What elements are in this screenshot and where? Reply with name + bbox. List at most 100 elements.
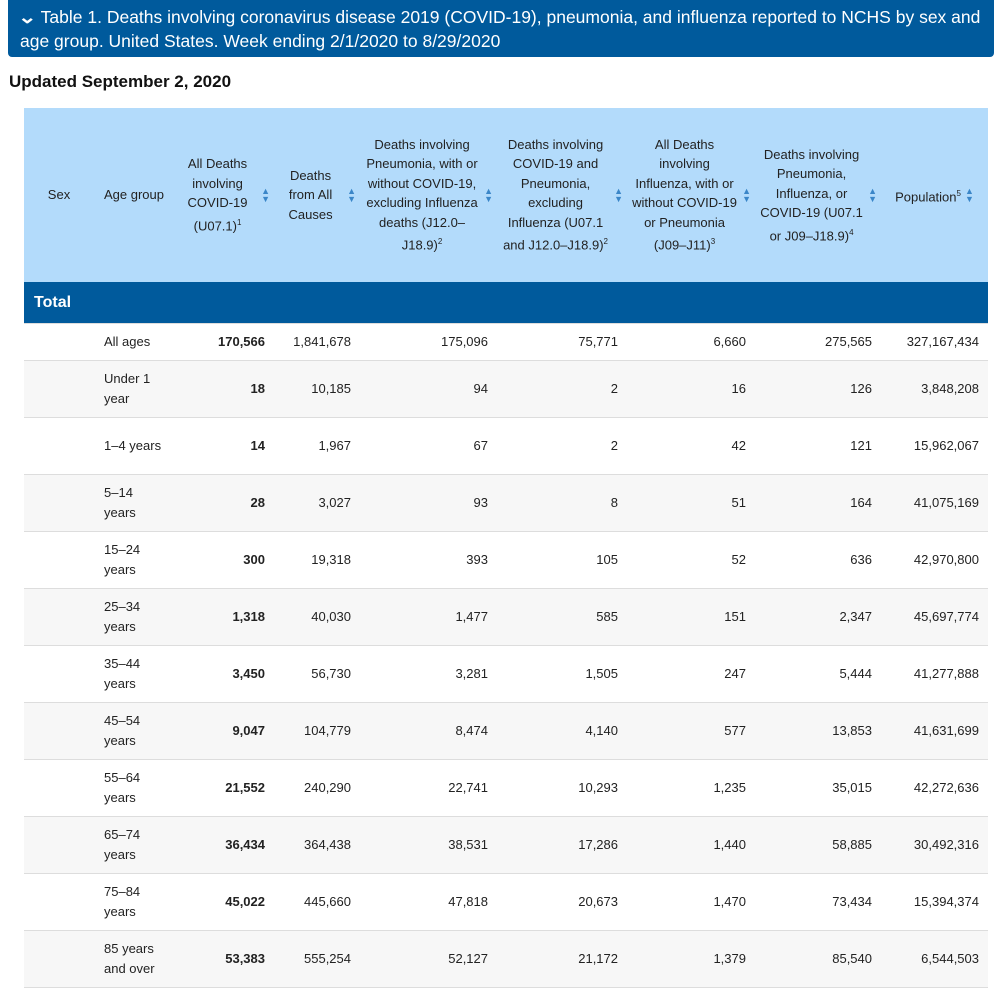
- value-cell: 41,277,888: [881, 645, 988, 703]
- sex-cell: [24, 759, 94, 817]
- value-cell: 45,022: [174, 873, 274, 931]
- sex-cell: [24, 531, 94, 589]
- column-label-text: Sex: [47, 187, 71, 203]
- sort-icon[interactable]: ▲ ▼: [614, 185, 623, 204]
- table-row: All ages 170,566 1,841,678 175,096 75,771 6,6…: [24, 323, 988, 361]
- value-cell: 67: [360, 417, 497, 475]
- age-group-cell: 15–24 years: [94, 531, 174, 589]
- value-cell: 47,818: [360, 873, 497, 931]
- age-group-cell: Under 1 year: [94, 360, 174, 418]
- table-row: 45–54 years 9,047 104,779 8,474 4,140 577 13,8…: [24, 702, 988, 760]
- value-cell: 53,383: [174, 930, 274, 988]
- value-cell: 1,235: [627, 759, 755, 817]
- value-cell: 275,565: [755, 323, 881, 361]
- value-cell: 58,885: [755, 816, 881, 874]
- value-cell: 28: [174, 474, 274, 532]
- column-header-2[interactable]: All Deaths involving COVID-19 (U07.1)1 ▲ ▼: [174, 108, 274, 282]
- value-cell: 15,962,067: [881, 417, 988, 475]
- value-cell: 577: [627, 702, 755, 760]
- table-row: 1–4 years 14 1,967 67 2 42 121 15,962,067: [24, 417, 988, 475]
- chevron-down-icon: ⌄: [17, 7, 37, 27]
- column-header-label: Deaths from All Causes: [278, 166, 343, 225]
- sex-cell: [24, 645, 94, 703]
- value-cell: 30,492,316: [881, 816, 988, 874]
- value-cell: 17,286: [497, 816, 627, 874]
- value-cell: 42: [627, 417, 755, 475]
- value-cell: 170,566: [174, 323, 274, 361]
- value-cell: 3,027: [274, 474, 360, 532]
- value-cell: 52: [627, 531, 755, 589]
- column-header-7[interactable]: Deaths involving Pneumonia, Influenza, o…: [755, 108, 881, 282]
- column-header-5[interactable]: Deaths involving COVID-19 and Pneumonia,…: [497, 108, 627, 282]
- table-row: 35–44 years 3,450 56,730 3,281 1,505 247 5,444…: [24, 645, 988, 703]
- value-cell: 8: [497, 474, 627, 532]
- footnote-marker: 4: [849, 227, 854, 237]
- value-cell: 636: [755, 531, 881, 589]
- sex-cell: [24, 323, 94, 361]
- value-cell: 175,096: [360, 323, 497, 361]
- footnote-marker: 5: [956, 188, 961, 198]
- value-cell: 85,540: [755, 930, 881, 988]
- table-title-toggle[interactable]: ⌄ Table 1. Deaths involving coronavirus d…: [8, 0, 994, 57]
- value-cell: 3,848,208: [881, 360, 988, 418]
- table-row: 85 years and over 53,383 555,254 52,127 21,1…: [24, 930, 988, 988]
- age-group-cell: 45–54 years: [94, 702, 174, 760]
- value-cell: 19,318: [274, 531, 360, 589]
- value-cell: 3,450: [174, 645, 274, 703]
- sort-icon[interactable]: ▲ ▼: [742, 185, 751, 204]
- value-cell: 21,552: [174, 759, 274, 817]
- table-row: Under 1 year 18 10,185 94 2 16 126 3,848,208: [24, 360, 988, 418]
- section-label: Total: [24, 282, 988, 324]
- value-cell: 22,741: [360, 759, 497, 817]
- sort-icon[interactable]: ▲ ▼: [868, 185, 877, 204]
- value-cell: 300: [174, 531, 274, 589]
- value-cell: 105: [497, 531, 627, 589]
- sort-icon[interactable]: ▲ ▼: [261, 185, 270, 204]
- column-label-text: Deaths involving Pneumonia, with or with…: [366, 136, 478, 253]
- column-label-text: All Deaths involving Influenza, with or …: [632, 136, 737, 253]
- value-cell: 2: [497, 360, 627, 418]
- value-cell: 41,075,169: [881, 474, 988, 532]
- sort-icon[interactable]: ▲ ▼: [484, 185, 493, 204]
- value-cell: 1,505: [497, 645, 627, 703]
- sort-icon[interactable]: ▲ ▼: [964, 185, 974, 204]
- table-row: 5–14 years 28 3,027 93 8 51 164 41,075,169: [24, 474, 988, 532]
- value-cell: 121: [755, 417, 881, 475]
- value-cell: 364,438: [274, 816, 360, 874]
- column-header-6[interactable]: All Deaths involving Influenza, with or …: [627, 108, 755, 282]
- value-cell: 13,853: [755, 702, 881, 760]
- header-row: Sex Age group All Deaths involving COVID-1…: [24, 108, 988, 282]
- column-header-8[interactable]: Population5 ▲ ▼: [881, 108, 988, 282]
- value-cell: 164: [755, 474, 881, 532]
- table-row: 75–84 years 45,022 445,660 47,818 20,673 1,47…: [24, 873, 988, 931]
- value-cell: 1,477: [360, 588, 497, 646]
- value-cell: 93: [360, 474, 497, 532]
- column-label-text: Age group: [104, 187, 164, 203]
- value-cell: 2,347: [755, 588, 881, 646]
- value-cell: 1,318: [174, 588, 274, 646]
- age-group-cell: 5–14 years: [94, 474, 174, 532]
- sort-icon[interactable]: ▲ ▼: [347, 186, 356, 204]
- deaths-table: Sex Age group All Deaths involving COVID-1…: [24, 108, 988, 988]
- column-header-label: All Deaths involving Influenza, with or …: [631, 135, 738, 255]
- column-header-label: Population5: [895, 184, 961, 207]
- column-header-label: Sex: [48, 185, 70, 205]
- value-cell: 8,474: [360, 702, 497, 760]
- value-cell: 1,470: [627, 873, 755, 931]
- value-cell: 555,254: [274, 930, 360, 988]
- column-header-3[interactable]: Deaths from All Causes ▲ ▼: [274, 108, 360, 282]
- sex-cell: [24, 702, 94, 760]
- value-cell: 45,697,774: [881, 588, 988, 646]
- age-group-cell: 35–44 years: [94, 645, 174, 703]
- value-cell: 38,531: [360, 816, 497, 874]
- value-cell: 52,127: [360, 930, 497, 988]
- sex-cell: [24, 873, 94, 931]
- column-label-text: All Deaths involving COVID-19 (U07.1): [187, 156, 248, 234]
- footnote-marker: 1: [236, 217, 242, 227]
- footnote-marker: 3: [710, 237, 716, 247]
- value-cell: 1,841,678: [274, 323, 360, 361]
- sex-cell: [24, 588, 94, 646]
- column-header-4[interactable]: Deaths involving Pneumonia, with or with…: [360, 108, 497, 282]
- column-label-text: Deaths involving Pneumonia, Influenza, o…: [760, 146, 863, 243]
- value-cell: 40,030: [274, 588, 360, 646]
